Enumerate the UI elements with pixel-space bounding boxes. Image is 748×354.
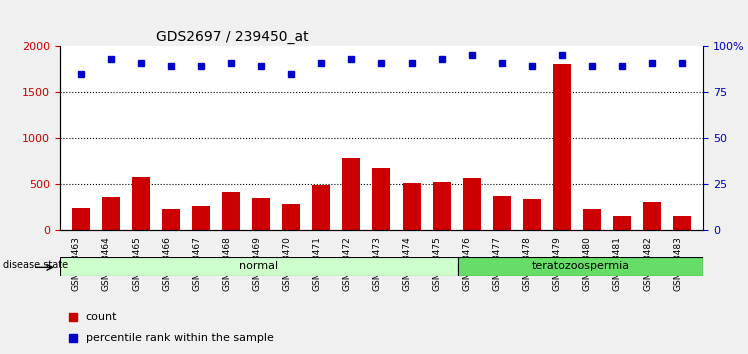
FancyBboxPatch shape bbox=[60, 257, 458, 276]
Bar bbox=[192, 206, 210, 230]
Bar bbox=[553, 64, 571, 230]
Text: count: count bbox=[85, 312, 117, 322]
Bar bbox=[222, 192, 240, 230]
Bar bbox=[673, 216, 691, 230]
Bar bbox=[463, 178, 481, 230]
Bar bbox=[313, 185, 331, 230]
Bar bbox=[343, 158, 361, 230]
Bar bbox=[282, 204, 300, 230]
Bar bbox=[583, 209, 601, 230]
Bar bbox=[643, 201, 661, 230]
Bar bbox=[102, 197, 120, 230]
Text: disease state: disease state bbox=[3, 261, 68, 270]
Bar bbox=[402, 183, 420, 230]
Bar bbox=[132, 177, 150, 230]
Bar bbox=[613, 216, 631, 230]
Text: percentile rank within the sample: percentile rank within the sample bbox=[85, 333, 274, 343]
Bar bbox=[523, 199, 541, 230]
Bar bbox=[72, 208, 90, 230]
Bar bbox=[162, 209, 180, 230]
Text: GDS2697 / 239450_at: GDS2697 / 239450_at bbox=[156, 30, 309, 44]
Bar bbox=[252, 198, 270, 230]
Bar bbox=[493, 196, 511, 230]
FancyBboxPatch shape bbox=[458, 257, 703, 276]
Text: normal: normal bbox=[239, 261, 278, 272]
Text: teratozoospermia: teratozoospermia bbox=[532, 261, 630, 272]
Bar bbox=[373, 169, 390, 230]
Bar bbox=[432, 182, 450, 230]
